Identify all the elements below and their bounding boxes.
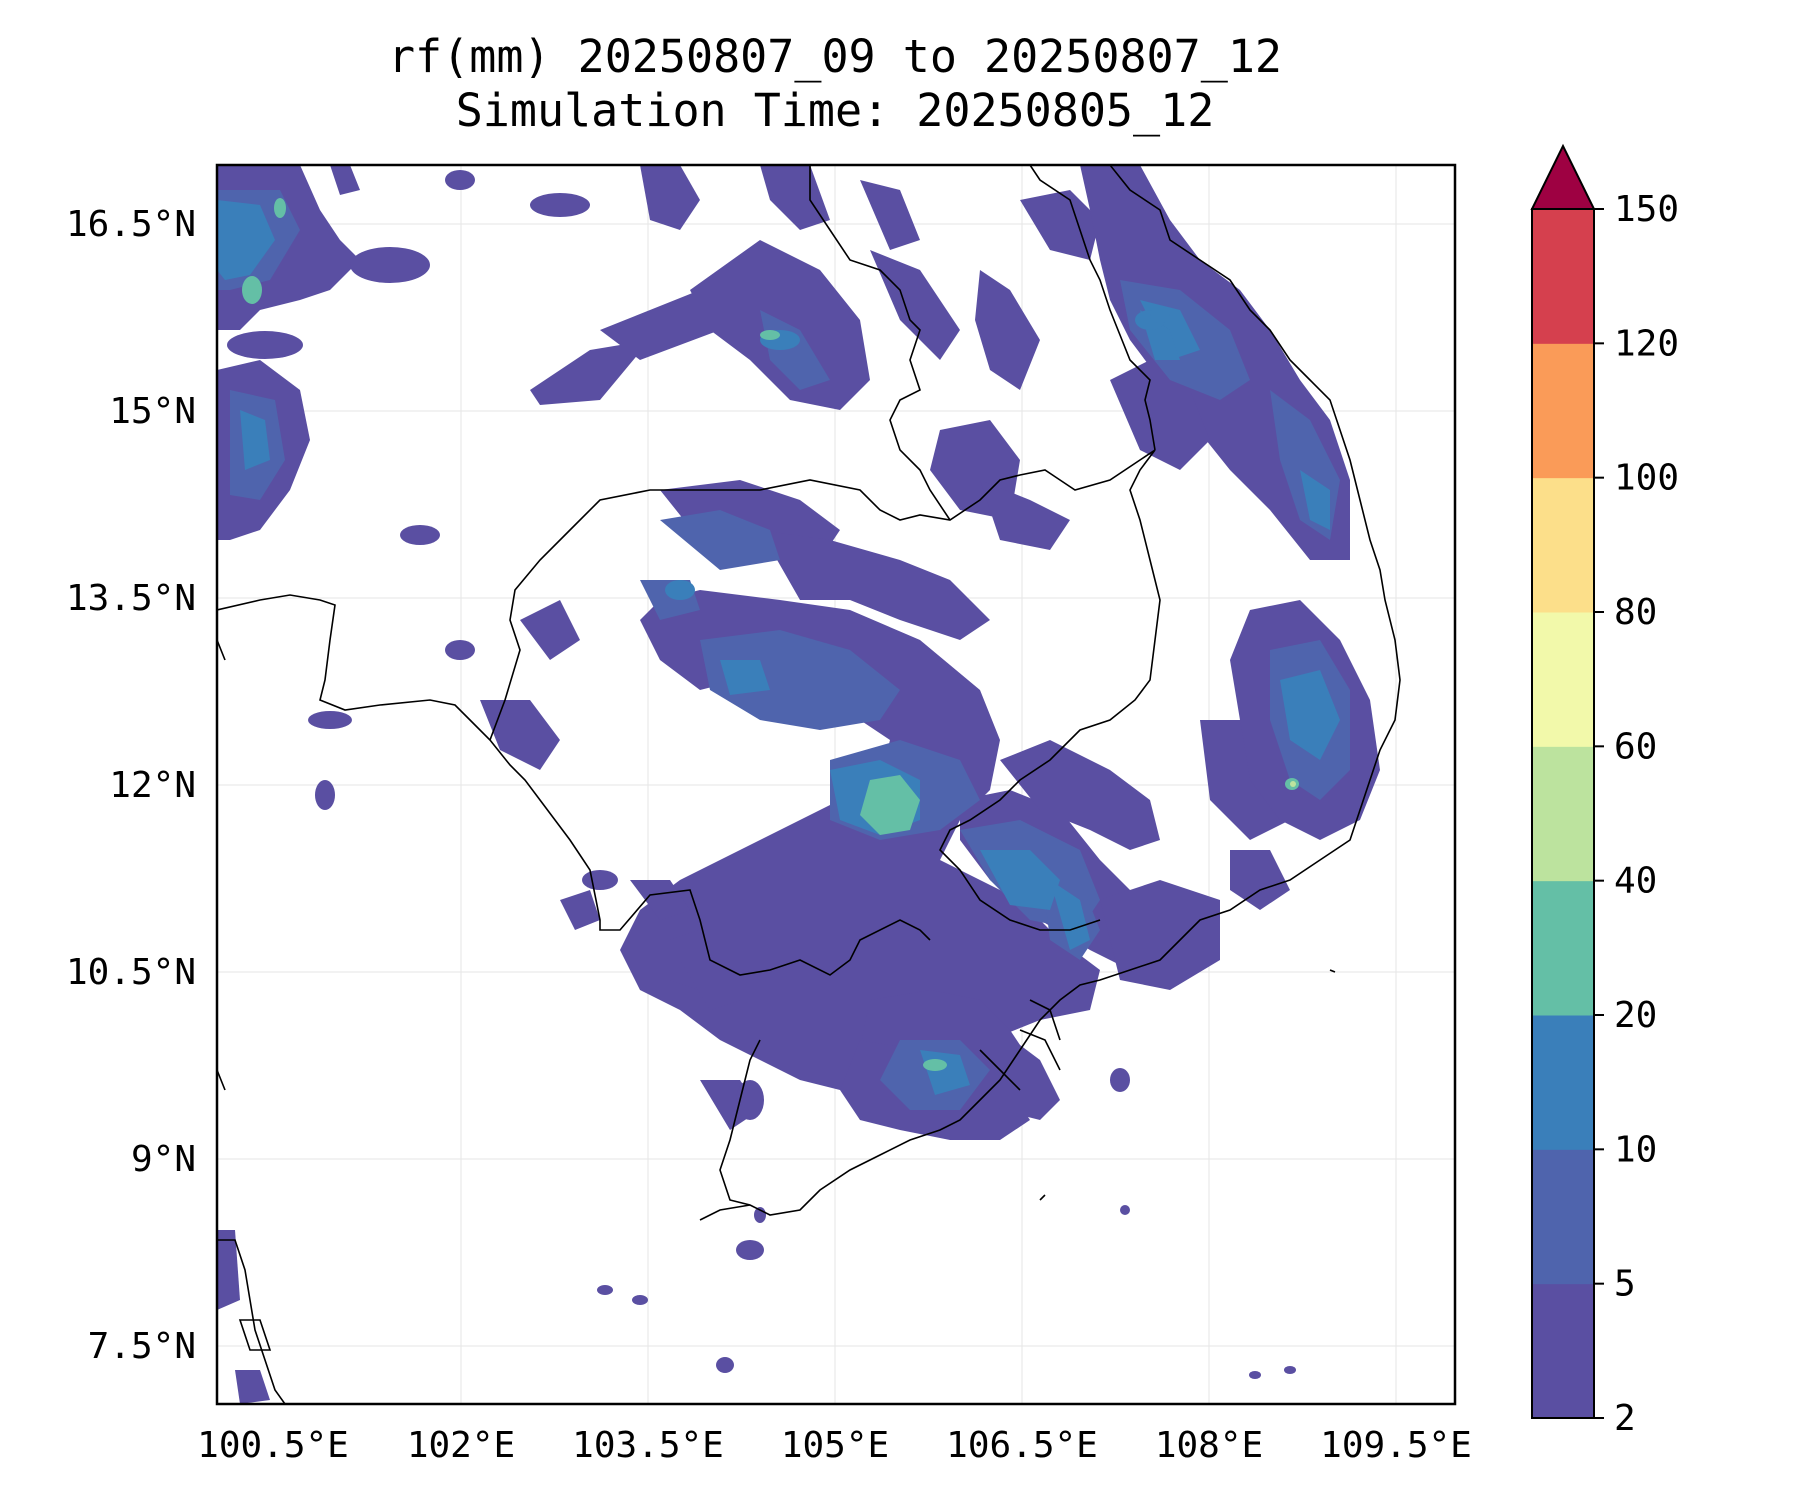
map-frame [215, 163, 1457, 1406]
colorbar-segment [1532, 343, 1594, 479]
colorbar-tick-label: 5 [1614, 1264, 1636, 1305]
y-axis-tick-labels: 16.5°N 15°N 13.5°N 12°N 10.5°N 9°N 7.5°N [66, 204, 196, 1367]
colorbar-tick-label: 10 [1614, 1129, 1657, 1170]
colorbar-segments [1532, 209, 1594, 1419]
x-tick-label: 109.5°E [1320, 1425, 1472, 1466]
x-tick-label: 100.5°E [197, 1425, 349, 1466]
y-tick-label: 7.5°N [88, 1326, 196, 1367]
colorbar-segment [1532, 1015, 1594, 1150]
colorbar-tick-label: 40 [1614, 861, 1657, 902]
colorbar-segment [1532, 880, 1594, 1016]
colorbar: 2 5 10 20 40 60 80 100 120 150 [1530, 143, 1679, 1439]
rainfall-contours [217, 165, 1401, 1404]
y-tick-label: 12°N [109, 765, 196, 806]
colorbar-segment [1532, 209, 1594, 344]
colorbar-tick-label: 60 [1614, 726, 1657, 767]
colorbar-ticks: 2 5 10 20 40 60 80 100 120 150 [1594, 189, 1679, 1439]
coastlines-and-borders [217, 165, 1401, 1404]
y-tick-label: 15°N [109, 391, 196, 432]
x-tick-label: 102°E [407, 1425, 515, 1466]
x-axis-tick-labels: 100.5°E 102°E 103.5°E 105°E 106.5°E 108°… [197, 1425, 1472, 1466]
y-tick-label: 10.5°N [66, 952, 196, 993]
map-panel: 100.5°E 102°E 103.5°E 105°E 106.5°E 108°… [66, 163, 1472, 1466]
y-tick-label: 13.5°N [66, 578, 196, 619]
rain-20-40mm [242, 198, 1299, 1071]
colorbar-tick-label: 100 [1614, 458, 1679, 499]
rain-40-60mm [1290, 781, 1296, 787]
colorbar-frame [1531, 208, 1595, 1419]
colorbar-tick-label: 120 [1614, 323, 1679, 364]
colorbar-segment [1532, 612, 1594, 747]
x-tick-label: 105°E [781, 1425, 889, 1466]
x-tick-label: 108°E [1155, 1425, 1263, 1466]
colorbar-segment [1532, 746, 1594, 882]
colorbar-segment [1532, 1283, 1594, 1419]
x-tick-label: 106.5°E [946, 1425, 1098, 1466]
colorbar-segment [1532, 1149, 1594, 1285]
colorbar-tick-label: 80 [1614, 592, 1657, 633]
map-title-line1: rf(mm) 20250807_09 to 20250807_12 [387, 30, 1283, 83]
map-title-line2: Simulation Time: 20250805_12 [455, 84, 1215, 137]
y-tick-label: 9°N [131, 1139, 196, 1180]
colorbar-tick-label: 20 [1614, 995, 1657, 1036]
y-tick-label: 16.5°N [66, 204, 196, 245]
colorbar-segment [1532, 477, 1594, 613]
colorbar-tick-label: 2 [1614, 1398, 1636, 1439]
colorbar-tick-label: 150 [1614, 189, 1679, 230]
colorbar-extend-triangle [1530, 143, 1596, 210]
x-tick-label: 103.5°E [572, 1425, 724, 1466]
